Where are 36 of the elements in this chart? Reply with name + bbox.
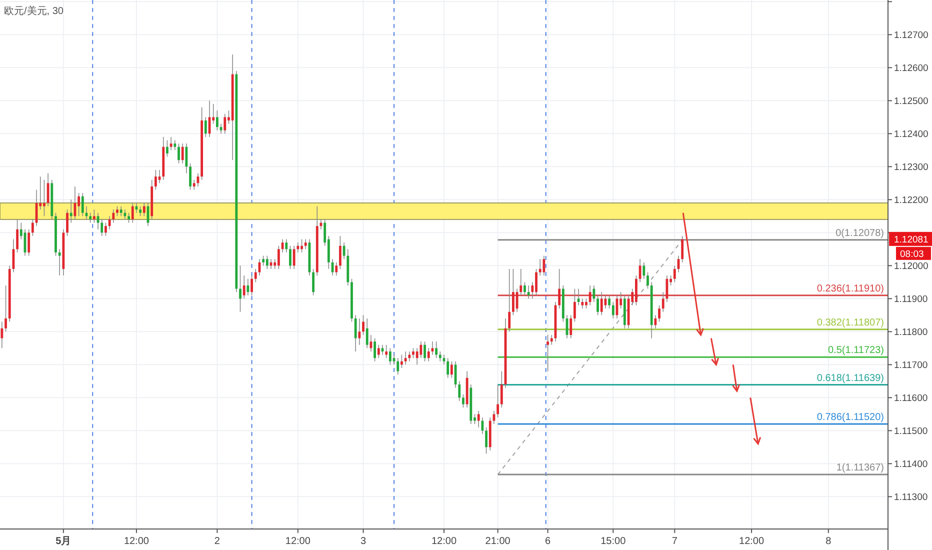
x-tick-label: 12:00 xyxy=(124,536,150,547)
annotation: 1.12081 xyxy=(894,234,928,246)
y-tick-label: 1.11400 xyxy=(894,459,928,470)
y-tick-label: 1.12500 xyxy=(894,96,928,108)
x-tick-label: 12:00 xyxy=(739,536,764,547)
x-tick-label: 12:00 xyxy=(431,536,457,547)
text: 08:03 xyxy=(900,248,924,260)
ref-line-label: 1(1.11367) xyxy=(836,462,884,474)
ref-line-label: 0.382(1.11807) xyxy=(816,317,884,328)
ref-line-label: 0.5(1.11723) xyxy=(828,345,884,356)
ref-line-label: 0.618(1.11639) xyxy=(816,372,884,384)
y-tick-label: 1.11500 xyxy=(894,426,928,438)
x-tick-label: 3 xyxy=(360,536,366,547)
y-tick-label: 1.12400 xyxy=(894,129,928,140)
x-tick-label: 5月 xyxy=(56,536,72,547)
x-tick-label: 7 xyxy=(672,536,678,547)
x-tick-label: 6 xyxy=(545,536,552,547)
y-tick-label: 1.12000 xyxy=(894,261,928,272)
text: 欧元/美元, 30 xyxy=(4,5,64,17)
x-tick-label: 21:00 xyxy=(485,536,511,547)
y-tick-label: 1.12200 xyxy=(894,195,928,206)
y-tick-label: 1.11300 xyxy=(894,492,928,504)
y-tick-label: 1.11800 xyxy=(894,327,928,338)
y-tick-label: 1.11700 xyxy=(894,360,928,372)
y-tick-label: 1.11600 xyxy=(894,393,928,404)
ref-line-label: 0(1.12078) xyxy=(836,228,884,239)
ref-line-label: 0.236(1.11910) xyxy=(816,283,884,294)
y-tick-label: 1.11900 xyxy=(894,294,928,306)
x-tick-label: 15:00 xyxy=(600,536,626,547)
x-tick-label: 12:00 xyxy=(285,536,311,547)
x-tick-label: 2 xyxy=(214,536,220,547)
ref-line-label: 0.786(1.11520) xyxy=(816,412,884,424)
x-tick-label: 8 xyxy=(826,536,832,547)
y-tick-label: 1.12300 xyxy=(894,162,928,174)
y-tick-label: 1.12700 xyxy=(894,30,928,42)
y-tick-label: 1.12600 xyxy=(894,63,928,74)
